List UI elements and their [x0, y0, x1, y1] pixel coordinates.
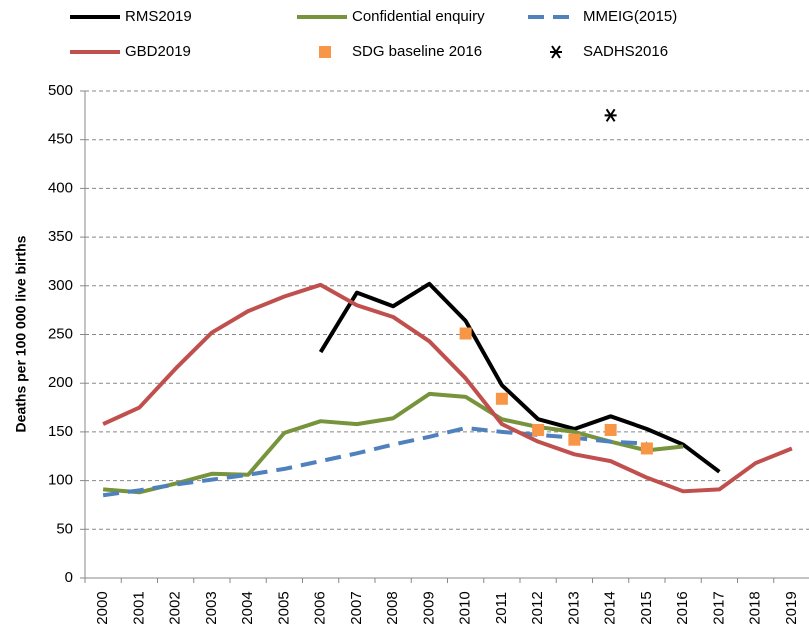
marker: [568, 433, 581, 446]
x-tick-label: 2009: [420, 591, 437, 624]
legend-label: SDG baseline 2016: [352, 43, 482, 60]
legend-swatch: [319, 46, 331, 58]
x-tick-label: 2017: [710, 591, 727, 624]
x-tick-label: 2005: [275, 591, 292, 624]
legend-label: GBD2019: [125, 43, 191, 60]
x-tick-label: 2003: [203, 591, 220, 624]
x-tick-label: 2014: [602, 591, 619, 624]
y-tick-label: 100: [48, 472, 73, 489]
y-tick-label: 450: [48, 131, 73, 148]
y-tick-label: 250: [48, 325, 73, 342]
x-tick-label: 2010: [457, 591, 474, 624]
series-line: [102, 391, 684, 495]
y-tick-label: 200: [48, 374, 73, 391]
x-tick-label: 2018: [747, 591, 764, 624]
marker: [640, 442, 653, 455]
series-line: [102, 426, 647, 498]
x-tick-label: 2007: [348, 591, 365, 624]
marker: [495, 392, 508, 405]
x-tick-label: 2004: [239, 591, 256, 624]
y-tick-label: 0: [65, 569, 73, 586]
x-tick-label: 2016: [674, 591, 691, 624]
x-tick-label: 2013: [565, 591, 582, 624]
y-tick-label: 400: [48, 179, 73, 196]
y-tick-label: 350: [48, 228, 73, 245]
x-tick-label: 2008: [384, 591, 401, 624]
legend-label: RMS2019: [125, 8, 192, 25]
x-tick-label: 2019: [783, 591, 800, 624]
x-tick-label: 2001: [130, 591, 147, 624]
y-axis-label: Deaths per 100 000 live births: [13, 235, 29, 432]
legend-label: Confidential enquiry: [352, 8, 485, 25]
marker: [604, 423, 617, 436]
legend-label: MMEIG(2015): [583, 8, 677, 25]
x-tick-label: 2000: [94, 591, 111, 624]
x-tick-label: 2012: [529, 591, 546, 624]
y-tick-label: 500: [48, 82, 73, 99]
marker: [532, 423, 545, 436]
y-tick-label: 300: [48, 277, 73, 294]
legend-swatch: [550, 45, 562, 59]
x-tick-label: 2002: [167, 591, 184, 624]
marker: [604, 108, 617, 122]
series-line: [102, 282, 793, 494]
x-tick-label: 2015: [638, 591, 655, 624]
y-tick-label: 150: [48, 423, 73, 440]
marker: [459, 327, 472, 340]
series-line: [318, 281, 721, 474]
x-tick-label: 2006: [312, 591, 329, 624]
y-tick-label: 50: [56, 520, 73, 537]
legend-label: SADHS2016: [583, 43, 668, 60]
x-tick-label: 2011: [493, 592, 510, 624]
